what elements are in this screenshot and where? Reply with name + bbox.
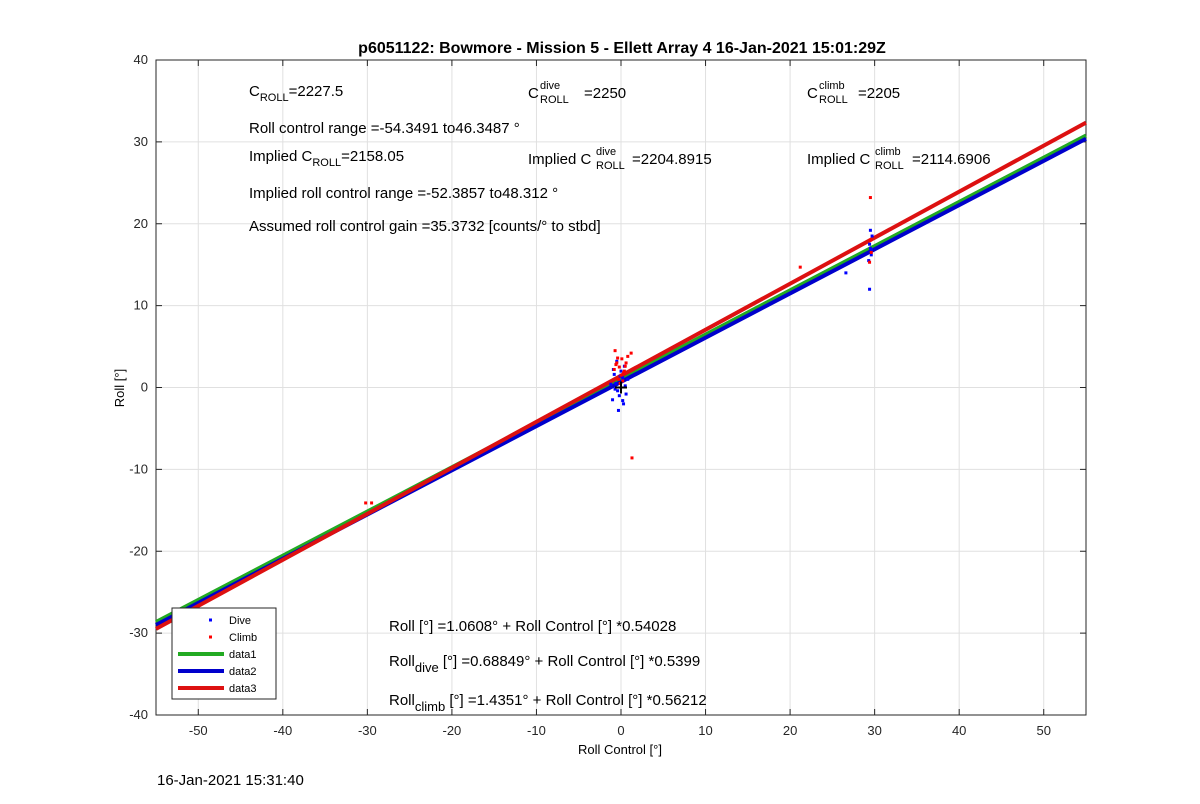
climb-point (621, 379, 625, 383)
climb-point (629, 351, 633, 355)
dive-point (621, 376, 625, 380)
c-roll-climb-annotation: Cclimb ROLL =2205 (807, 80, 900, 106)
y-tick-label: 30 (134, 134, 148, 149)
data1-fit-line (155, 133, 1087, 624)
climb-point (868, 238, 872, 242)
legend-label-climb: Climb (229, 632, 257, 644)
dive-point (869, 248, 873, 252)
chart-title: p6051122: Bowmore - Mission 5 - Ellett A… (358, 40, 886, 57)
dive-point (868, 246, 872, 250)
y-tick-label: 20 (134, 216, 148, 231)
x-tick-label: -30 (358, 723, 377, 738)
implied-roll-range-annotation: Implied roll control range =-52.3857 to4… (249, 185, 558, 202)
legend: Dive Climb data1 data2 data3 (171, 607, 277, 700)
dive-point (609, 382, 613, 386)
y-tick-label: -40 (129, 707, 148, 722)
dive-point (611, 398, 615, 402)
legend-marker-dive (209, 618, 212, 622)
dive-point (868, 228, 872, 232)
climb-point (364, 501, 368, 505)
x-tick-label: 30 (867, 723, 881, 738)
climb-point (624, 361, 628, 365)
roll-control-range-annotation: Roll control range =-54.3491 to46.3487 ° (249, 120, 520, 137)
y-tick-label: -20 (129, 543, 148, 558)
dive-point (626, 377, 630, 381)
dive-point (617, 394, 621, 398)
gain-annotation: Assumed roll control gain =35.3732 [coun… (249, 218, 601, 235)
climb-point (615, 361, 619, 365)
y-tick-label: 0 (141, 380, 148, 395)
dive-point (868, 287, 872, 291)
climb-point (370, 501, 374, 505)
dive-point (616, 408, 620, 412)
x-tick-label: -50 (189, 723, 208, 738)
climb-point (622, 369, 626, 373)
dive-point (615, 359, 619, 363)
y-tick-label: -30 (129, 625, 148, 640)
climb-point (620, 357, 624, 361)
climb-point (626, 354, 630, 358)
climb-point (798, 265, 802, 269)
dive-point (619, 369, 623, 373)
climb-point (869, 250, 873, 254)
dive-point (867, 259, 871, 263)
climb-point (619, 373, 623, 377)
climb-point (868, 196, 872, 200)
fit-climb-annotation: Rollclimb [°] =1.4351° + Roll Control [°… (389, 692, 707, 714)
dive-point (621, 399, 625, 403)
dive-point (869, 253, 873, 257)
c-roll-annotation: CROLL=2227.5 (249, 83, 343, 104)
dive-point (614, 381, 618, 385)
legend-items: Dive Climb data1 data2 data3 (178, 615, 257, 695)
center-marker (615, 381, 627, 394)
dive-point (844, 271, 848, 275)
y-axis-label: Roll [°] (112, 369, 127, 407)
climb-point (622, 371, 626, 375)
dive-point (622, 402, 626, 406)
c-roll-dive-annotation: Cdive ROLL =2250 (528, 80, 626, 106)
climb-point (614, 363, 618, 367)
footer-timestamp: 16-Jan-2021 15:31:40 (157, 772, 304, 789)
dive-point (868, 242, 872, 246)
axis-ticks: -50 -40 -30 -20 -10 0 10 20 30 40 50 -40 -30 -20 -10 0 1… (129, 52, 1086, 738)
y-tick-label: -10 (129, 461, 148, 476)
climb-point (612, 367, 616, 371)
dive-point (624, 392, 628, 396)
climb-point (616, 356, 620, 360)
legend-label-data3: data3 (229, 683, 257, 695)
data-points (364, 196, 874, 505)
y-tick-label: 10 (134, 298, 148, 313)
fit-all-annotation: Roll [°] =1.0608° + Roll Control [°] *0.… (389, 618, 676, 635)
fit-dive-annotation: Rolldive [°] =0.68849° + Roll Control [°… (389, 653, 700, 675)
x-tick-label: -10 (527, 723, 546, 738)
climb-point (630, 456, 634, 460)
x-tick-label: 10 (698, 723, 712, 738)
dive-point (612, 372, 616, 376)
climb-point (617, 365, 621, 369)
dive-point (616, 389, 620, 393)
legend-label-data2: data2 (229, 666, 257, 678)
dive-point (870, 234, 874, 238)
legend-label-data1: data1 (229, 649, 257, 661)
y-tick-label: 40 (134, 52, 148, 67)
x-tick-label: -20 (443, 723, 462, 738)
legend-marker-climb (209, 635, 212, 639)
x-tick-label: 20 (783, 723, 797, 738)
climb-point (623, 364, 627, 368)
x-tick-label: 0 (617, 723, 624, 738)
dive-point (623, 384, 627, 388)
legend-label-dive: Dive (229, 615, 251, 627)
x-axis-label: Roll Control [°] (578, 742, 662, 757)
climb-point (868, 260, 872, 264)
x-tick-label: -40 (273, 723, 292, 738)
x-tick-label: 40 (952, 723, 966, 738)
climb-point (616, 377, 620, 381)
x-tick-label: 50 (1036, 723, 1050, 738)
implied-c-roll-annotation: Implied CROLL=2158.05 (249, 148, 404, 169)
climb-point (613, 349, 617, 353)
dive-point (613, 387, 617, 391)
